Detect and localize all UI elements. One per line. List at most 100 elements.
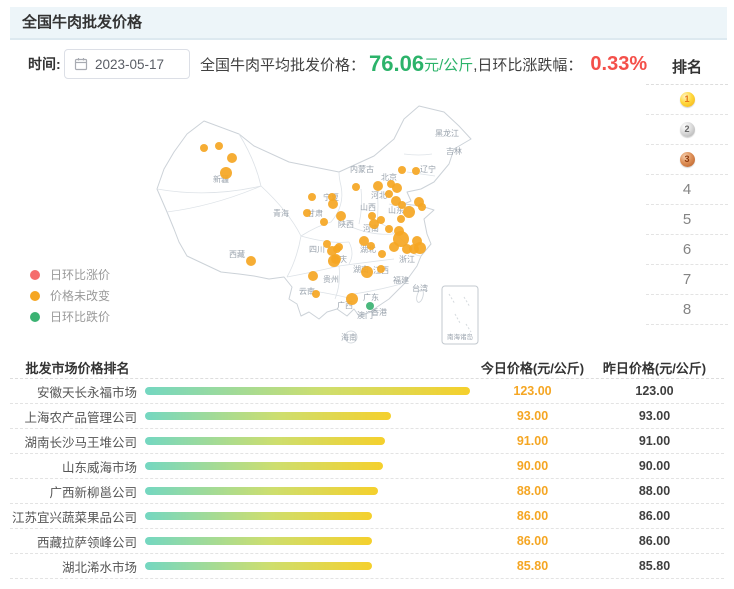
market-name: 安徽天长永福市场 [36,385,137,400]
market-dot[interactable] [412,236,422,246]
market-dot[interactable] [335,243,343,251]
market-dot[interactable] [418,203,426,211]
rank-number: 8 [682,301,692,318]
market-dot[interactable] [366,302,374,310]
market-dot[interactable] [373,181,383,191]
market-dot[interactable] [402,244,412,254]
market-name: 上海农产品管理公司 [24,410,137,425]
map-legend: 日环比涨价价格未改变 日环比跌价 [30,264,110,327]
market-dot[interactable] [327,246,337,256]
market-dot[interactable] [328,255,340,267]
yesterday-price: 86.00 [638,534,671,548]
price-table: 批发市场价格排名 今日价格(元/公斤) 昨日价格(元/公斤) 安徽天长永福市场 1… [10,356,724,579]
date-picker[interactable]: 2023-05-17 [64,49,190,79]
legend-item[interactable]: 日环比涨价 [30,264,110,285]
avg-price-label: 全国牛肉平均批发价格： [200,56,366,74]
price-bar-cell [145,462,480,470]
inset-label: 南海诸岛 [447,332,473,341]
market-dot[interactable] [215,142,223,150]
market-dot[interactable] [320,218,328,226]
market-dot[interactable] [385,225,393,233]
province-label: 内蒙古 [350,164,374,174]
market-dot[interactable] [323,240,331,248]
yesterday-price: 88.00 [638,484,671,498]
price-bar [145,537,373,545]
price-bar [145,512,373,520]
market-name: 湖北浠水市场 [61,560,137,575]
price-bar [145,437,386,445]
market-dot[interactable] [378,250,386,258]
market-dot[interactable] [361,266,373,278]
table-row: 山东威海市场 90.00 90.00 [10,454,724,479]
rank-number: 6 [682,241,692,258]
price-bar-cell [145,512,480,520]
date-value: 2023-05-17 [95,56,165,72]
rank-item: 8 [646,295,728,325]
province-label: 四川 [309,245,325,254]
table-row: 西藏拉萨领峰公司 86.00 86.00 [10,529,724,554]
yesterday-price: 91.00 [638,434,671,448]
rank-medal-silver-icon: 2 [679,122,695,137]
table-header-row: 批发市场价格排名 今日价格(元/公斤) 昨日价格(元/公斤) [10,356,724,379]
market-dot[interactable] [412,167,420,175]
market-dot[interactable] [312,290,320,298]
price-bar-cell [145,412,480,420]
market-dot[interactable] [389,242,399,252]
yesterday-price: 123.00 [635,384,674,398]
legend-item[interactable]: 价格未改变 [30,285,110,306]
market-dot[interactable] [397,215,405,223]
market-name: 湖南长沙马王堆公司 [24,435,137,450]
market-dot[interactable] [369,219,379,229]
rank-number: 5 [682,211,692,228]
price-bar [145,462,383,470]
market-dot[interactable] [352,183,360,191]
market-name: 西藏拉萨领峰公司 [36,535,137,550]
market-dot[interactable] [220,167,232,179]
market-dot[interactable] [328,199,338,209]
market-dot[interactable] [377,216,385,224]
market-dot[interactable] [368,212,376,220]
price-bar [145,412,391,420]
market-dot[interactable] [303,209,311,217]
market-dot[interactable] [398,166,406,174]
province-label: 甘肃 [307,208,323,218]
ranking-header: 排名 [646,52,728,85]
province-label: 广西 [337,300,353,310]
market-dot[interactable] [398,201,406,209]
legend-dot-icon [30,311,40,322]
price-bar-cell [145,487,480,495]
market-dot[interactable] [377,265,385,273]
province-label: 青海 [273,208,289,218]
legend-item[interactable]: 日环比跌价 [30,306,110,327]
market-dot[interactable] [328,193,336,201]
table-row: 江苏宜兴蔬菜果品公司 86.00 86.00 [10,504,724,529]
price-bar-cell [145,387,480,395]
province-label: 海南 [341,332,357,342]
province-label: 福建 [393,275,409,285]
market-dot[interactable] [200,144,208,152]
province-label: 湖北 [360,245,376,254]
market-dot[interactable] [385,190,393,198]
market-dot[interactable] [246,256,256,266]
table-row: 湖北浠水市场 85.80 85.80 [10,554,724,579]
province-label: 北京 [381,172,397,182]
market-name: 江苏宜兴蔬菜果品公司 [11,510,137,525]
market-dot[interactable] [308,193,316,201]
province-label: 新疆 [213,174,229,184]
market-dot[interactable] [403,206,415,218]
market-dot[interactable] [346,293,358,305]
province-label: 山东 [388,205,404,215]
province-label: 西藏 [229,249,245,259]
market-dot[interactable] [392,183,402,193]
legend-label: 日环比涨价 [50,268,111,282]
market-dot[interactable] [367,242,375,250]
market-dot[interactable] [359,236,369,246]
change-percent-value: 0.33% [590,52,648,75]
yesterday-price: 90.00 [638,459,671,473]
province-label: 辽宁 [420,164,436,174]
market-dot[interactable] [336,211,346,221]
price-bar [145,387,470,395]
market-dot[interactable] [308,271,318,281]
market-dot[interactable] [227,153,237,163]
province-label: 台湾 [412,283,428,293]
